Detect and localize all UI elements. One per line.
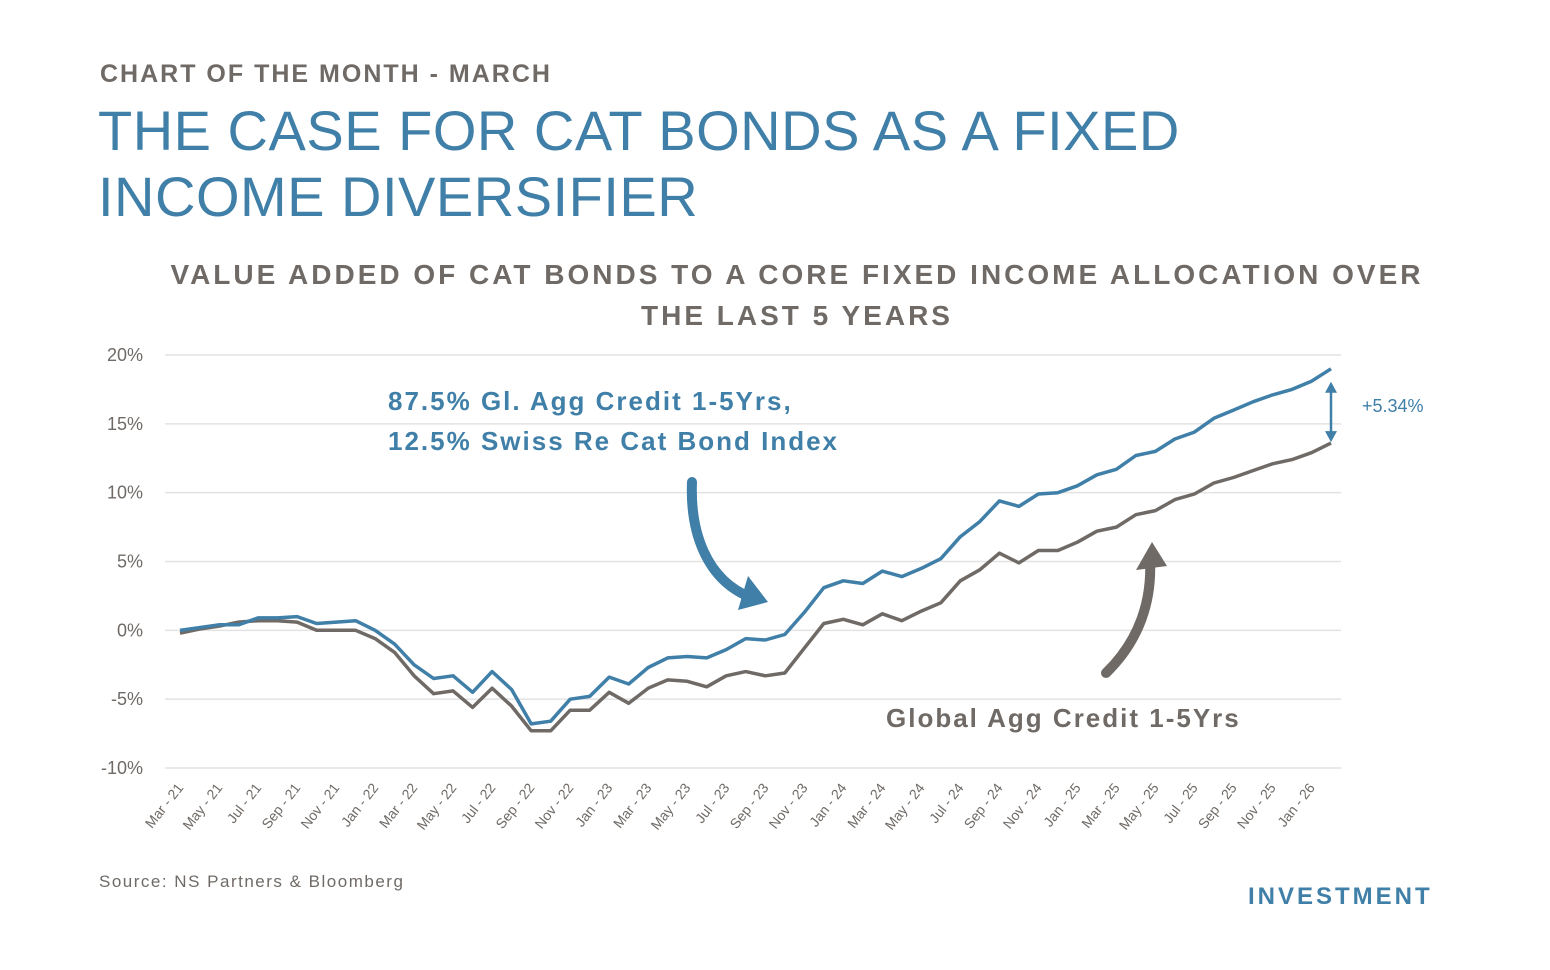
chart-series xyxy=(179,367,1332,733)
x-tick-label: Sep - 22 xyxy=(492,780,537,832)
gap-arrow-bottom xyxy=(1325,431,1337,443)
brand-logo-text: INVESTMENT xyxy=(1248,883,1433,910)
x-tick-label: Nov - 23 xyxy=(765,780,810,832)
page-title: THE CASE FOR CAT BONDS AS A FIXED INCOME… xyxy=(98,99,1180,228)
blue-arrow-head xyxy=(738,576,768,610)
blue-series-label-line2: 12.5% Swiss Re Cat Bond Index xyxy=(388,426,839,456)
x-tick-label: Nov - 24 xyxy=(1000,780,1045,832)
x-tick-label: May - 22 xyxy=(413,780,459,833)
y-tick-label: 20% xyxy=(107,345,143,365)
x-tick-label: Sep - 23 xyxy=(726,780,771,832)
x-tick-label: May - 21 xyxy=(179,780,225,833)
x-tick-label: May - 25 xyxy=(1116,780,1162,833)
x-tick-label: Sep - 24 xyxy=(961,780,1006,832)
x-tick-label: Nov - 25 xyxy=(1234,780,1279,832)
x-tick-label: Jan - 26 xyxy=(1274,780,1318,830)
y-tick-label: 5% xyxy=(117,552,143,572)
x-tick-label: Jan - 24 xyxy=(806,780,850,830)
x-tick-label: Nov - 22 xyxy=(531,780,576,832)
x-tick-label: May - 23 xyxy=(647,780,693,833)
gap-marker xyxy=(1325,381,1337,443)
gap-label: +5.34% xyxy=(1362,396,1424,416)
chart-gridlines xyxy=(165,354,1341,769)
x-tick-label: Sep - 25 xyxy=(1195,780,1240,832)
x-tick-label: Jul - 25 xyxy=(1160,780,1201,826)
x-tick-label: Jan - 23 xyxy=(572,780,616,830)
x-tick-label: Jul - 24 xyxy=(926,780,967,826)
y-tick-label: -5% xyxy=(111,689,143,709)
gray-arrow-head xyxy=(1136,542,1167,570)
gray-curved-arrow xyxy=(1101,555,1156,678)
y-tick-label: 0% xyxy=(117,620,143,640)
blue-series-label-line1: 87.5% Gl. Agg Credit 1-5Yrs, xyxy=(388,386,793,416)
y-axis: 20% 15% 10% 5% 0% -5% -10% xyxy=(101,345,143,778)
blue-curved-arrow xyxy=(686,477,757,603)
x-tick-label: Jan - 22 xyxy=(338,780,382,830)
x-tick-label: Sep - 21 xyxy=(258,780,303,832)
blue-series-line xyxy=(179,367,1332,726)
y-tick-label: -10% xyxy=(101,758,143,778)
gray-series-label: Global Agg Credit 1-5Yrs xyxy=(886,703,1241,733)
y-tick-label: 15% xyxy=(107,414,143,434)
chart-kicker: CHART OF THE MONTH - MARCH xyxy=(100,60,552,88)
x-tick-label: Jul - 23 xyxy=(692,780,733,826)
x-tick-label: Jul - 21 xyxy=(224,780,265,826)
x-tick-label: May - 24 xyxy=(882,780,928,833)
gray-series-line xyxy=(179,441,1332,733)
gap-arrow-top xyxy=(1325,381,1337,393)
source-note: Source: NS Partners & Bloomberg xyxy=(99,872,405,891)
x-tick-label: Nov - 21 xyxy=(297,780,342,832)
y-tick-label: 10% xyxy=(107,483,143,503)
x-tick-label: Jan - 25 xyxy=(1040,780,1084,830)
chart-subtitle: VALUE ADDED OF CAT BONDS TO A CORE FIXED… xyxy=(170,259,1424,331)
x-tick-label: Jul - 22 xyxy=(458,780,499,826)
